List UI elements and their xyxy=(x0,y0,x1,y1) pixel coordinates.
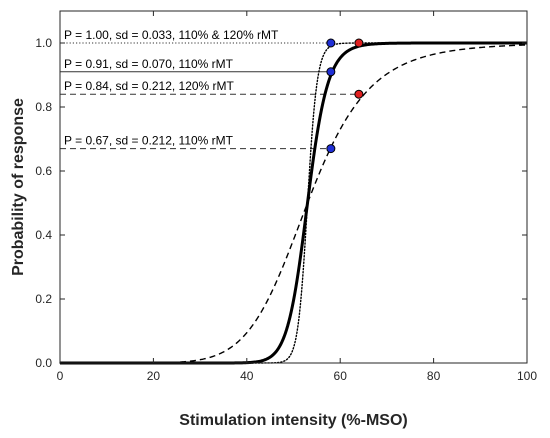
x-tick-label: 80 xyxy=(427,369,441,383)
y-tick-label: 0.6 xyxy=(35,164,52,178)
x-tick-label: 20 xyxy=(147,369,161,383)
x-tick-label: 60 xyxy=(334,369,348,383)
data-point xyxy=(354,89,364,99)
annotation-label: P = 0.91, sd = 0.070, 110% rMT xyxy=(64,57,234,71)
x-tick-label: 40 xyxy=(240,369,254,383)
annotations: P = 1.00, sd = 0.033, 110% & 120% rMT P =… xyxy=(60,28,359,150)
annotation-label: P = 1.00, sd = 0.033, 110% & 120% rMT xyxy=(64,28,279,42)
x-tick-label: 0 xyxy=(57,369,64,383)
y-tick-label: 1.0 xyxy=(35,36,52,50)
data-point xyxy=(354,38,364,48)
y-tick-label: 0.8 xyxy=(35,100,52,114)
x-tick-label: 100 xyxy=(517,369,537,383)
markers xyxy=(326,38,364,154)
data-point xyxy=(326,38,336,48)
annotation-label: P = 0.84, sd = 0.212, 120% rMT xyxy=(64,79,235,93)
x-axis-title: Stimulation intensity (%-MSO) xyxy=(179,412,407,429)
data-point xyxy=(326,67,336,77)
y-tick-label: 0.4 xyxy=(35,228,52,242)
y-axis-title: Probability of response xyxy=(10,98,27,276)
plot-frame xyxy=(59,10,528,364)
y-tick-label: 0.2 xyxy=(35,292,52,306)
y-tick-label: 0.0 xyxy=(35,356,52,370)
annotation-label: P = 0.67, sd = 0.212, 110% rMT xyxy=(64,134,234,148)
axes: 0 20 40 60 80 100 0.0 0.2 0.4 0.6 0.8 1.0 xyxy=(35,10,537,383)
data-point xyxy=(326,144,336,154)
